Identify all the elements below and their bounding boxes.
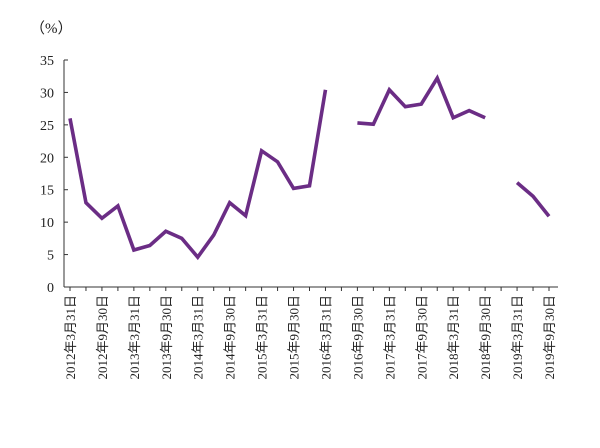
x-tick-label: 2016年9月30日	[350, 295, 365, 380]
x-axis-ticks: 2012年3月31日 2012年9月30日 2013年3月31日 2013年9月30日…	[63, 287, 557, 380]
series-line-segment	[357, 74, 486, 127]
x-tick-label: 2014年9月30日	[223, 295, 238, 380]
x-tick-label: 2019年3月31日	[510, 295, 525, 380]
series-line-segment	[68, 89, 328, 261]
x-tick-label: 2015年3月31日	[255, 295, 270, 380]
x-tick-label: 2017年9月30日	[414, 295, 429, 380]
y-tick-label: 25	[40, 119, 54, 134]
y-tick-label: 0	[47, 281, 54, 296]
y-tick-label: 15	[40, 184, 54, 199]
y-tick-label: 10	[40, 216, 54, 231]
y-tick-label: 30	[40, 86, 54, 101]
y-tick-label: 20	[40, 151, 54, 166]
x-tick-label: 2018年3月31日	[446, 295, 461, 380]
y-tick-label: 35	[40, 54, 54, 69]
y-axis-ticks: 0 5 10 15 20 25 30 35	[40, 54, 68, 296]
x-tick-label: 2016年3月31日	[318, 295, 333, 380]
x-tick-label: 2014年3月31日	[191, 295, 206, 380]
x-tick-label: 2017年3月31日	[382, 295, 397, 380]
x-tick-label: 2019年9月30日	[542, 295, 557, 380]
y-axis-unit-label: （%）	[30, 20, 73, 37]
x-tick-label: 2013年3月31日	[127, 295, 142, 380]
series-line-segment	[515, 181, 551, 218]
x-tick-label: 2018年9月30日	[478, 295, 493, 380]
x-tick-label: 2013年9月30日	[159, 295, 174, 380]
x-tick-label: 2015年9月30日	[287, 295, 302, 380]
x-tick-label: 2012年3月31日	[63, 295, 78, 380]
series-layer	[68, 74, 551, 261]
y-tick-label: 5	[47, 249, 54, 264]
x-tick-label: 2012年9月30日	[95, 295, 110, 380]
axes	[63, 60, 558, 288]
